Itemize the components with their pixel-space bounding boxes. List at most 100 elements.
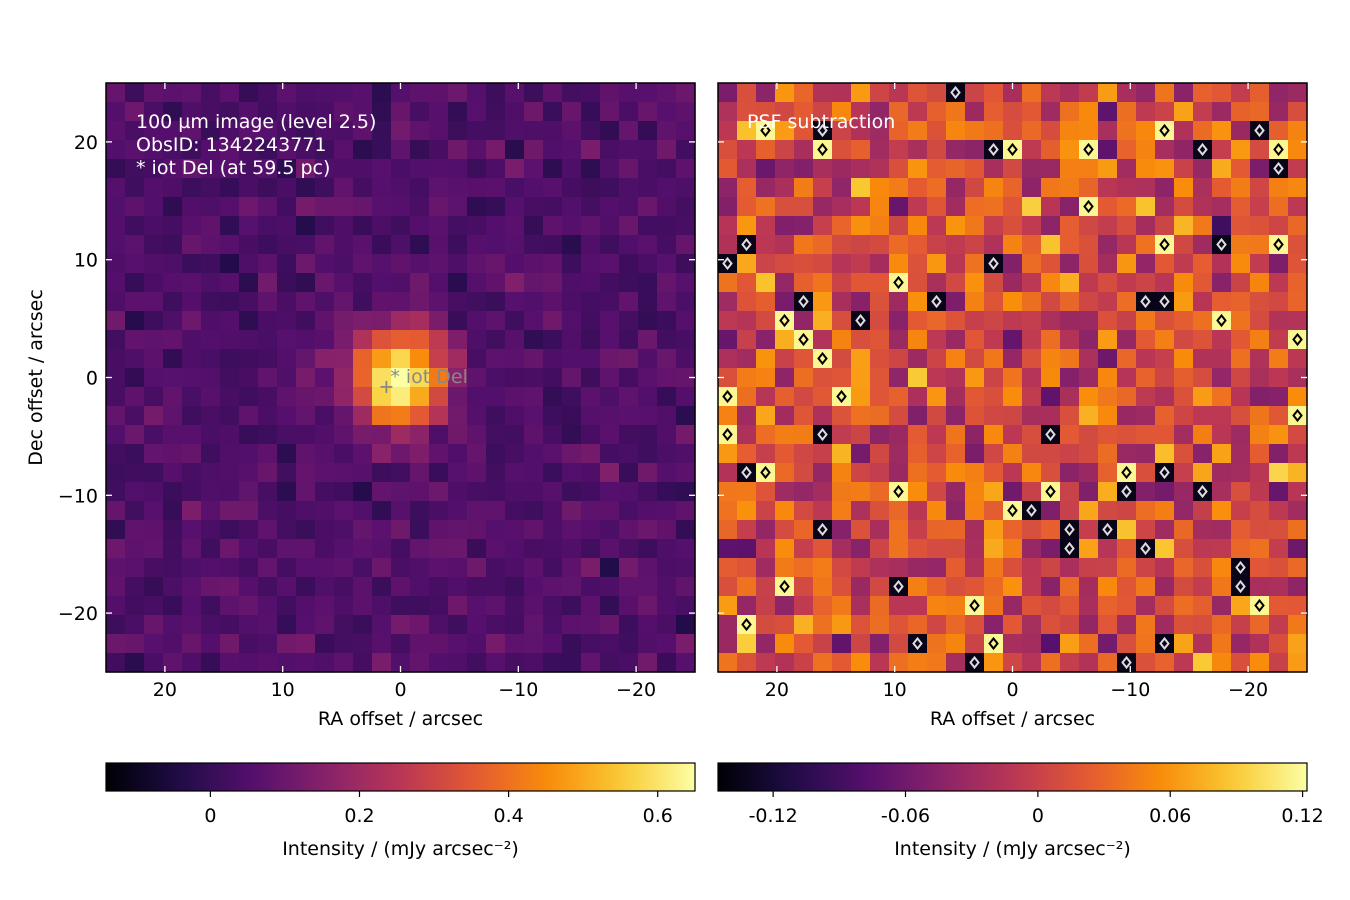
heatmap-cell (505, 330, 525, 350)
heatmap-cell (1098, 216, 1118, 236)
heatmap-cell (144, 425, 164, 445)
heatmap-cell (619, 501, 639, 521)
heatmap-cell (391, 406, 411, 426)
heatmap-cell (600, 368, 620, 388)
heatmap-cell (965, 634, 985, 654)
heatmap-cell (600, 577, 620, 597)
heatmap-cell (889, 159, 909, 179)
heatmap-cell (600, 102, 620, 122)
heatmap-cell (794, 501, 814, 521)
contour (1159, 294, 1170, 309)
heatmap-cell (106, 235, 126, 255)
heatmap-cell (1155, 121, 1175, 141)
heatmap-cell (676, 159, 696, 179)
heatmap-cell (889, 634, 909, 654)
heatmap-cell (486, 577, 506, 597)
heatmap-cell (1269, 558, 1289, 578)
heatmap-cell (201, 368, 221, 388)
heatmap-cell (676, 615, 696, 635)
heatmap-cell (315, 311, 335, 331)
heatmap-cell (1022, 311, 1042, 331)
heatmap-cell (524, 83, 544, 103)
left-panel: * iot Del 100 µm image (level 2.5) ObsID… (25, 82, 696, 730)
heatmap-cell (182, 482, 202, 502)
heatmap-cell (737, 406, 757, 426)
heatmap-cell (372, 634, 392, 654)
heatmap-cell (737, 444, 757, 464)
heatmap-cell (220, 216, 240, 236)
heatmap-cell (851, 463, 871, 483)
heatmap-cell (619, 197, 639, 217)
heatmap-cell (467, 254, 487, 274)
heatmap-cell (657, 235, 677, 255)
heatmap-cell (505, 159, 525, 179)
heatmap-cell (775, 558, 795, 578)
heatmap-cell (467, 520, 487, 540)
heatmap-cell (391, 634, 411, 654)
heatmap-cell (296, 406, 316, 426)
heatmap-cell (315, 140, 335, 160)
heatmap-cell (562, 368, 582, 388)
heatmap-cell (1117, 444, 1137, 464)
heatmap-cell (1117, 501, 1137, 521)
heatmap-cell (106, 330, 126, 350)
heatmap-cell (1136, 235, 1156, 255)
heatmap-cell (1136, 406, 1156, 426)
heatmap-cell (1155, 83, 1175, 103)
heatmap-cell (258, 596, 278, 616)
heatmap-cell (927, 387, 947, 407)
heatmap-cell (220, 387, 240, 407)
heatmap-cell (1231, 615, 1251, 635)
heatmap-cell (813, 501, 833, 521)
heatmap-cell (1155, 159, 1175, 179)
heatmap-cell (562, 292, 582, 312)
heatmap-cell (1231, 83, 1251, 103)
heatmap-cell (562, 254, 582, 274)
heatmap-cell (448, 311, 468, 331)
heatmap-cell (1022, 292, 1042, 312)
heatmap-cell (1193, 425, 1213, 445)
heatmap-cell (1193, 463, 1213, 483)
heatmap-cell (965, 539, 985, 559)
heatmap-cell (1174, 178, 1194, 198)
heatmap-cell (372, 406, 392, 426)
heatmap-cell (1041, 102, 1061, 122)
heatmap-cell (296, 444, 316, 464)
heatmap-cell (638, 273, 658, 293)
heatmap-cell (1098, 444, 1118, 464)
heatmap-cell (1136, 216, 1156, 236)
heatmap-cell (353, 653, 373, 673)
heatmap-cell (410, 159, 430, 179)
heatmap-cell (1003, 520, 1023, 540)
heatmap-cell (163, 406, 183, 426)
heatmap-cell (1174, 83, 1194, 103)
left-annotation-1: 100 µm image (level 2.5) (136, 111, 376, 133)
heatmap-cell (1041, 216, 1061, 236)
heatmap-cell (581, 501, 601, 521)
heatmap-cell (581, 387, 601, 407)
heatmap-cell (353, 178, 373, 198)
heatmap-cell (524, 387, 544, 407)
heatmap-cell (334, 121, 354, 141)
heatmap-cell (870, 539, 890, 559)
heatmap-cell (1079, 425, 1099, 445)
heatmap-cell (505, 311, 525, 331)
heatmap-cell (315, 501, 335, 521)
heatmap-cell (562, 634, 582, 654)
heatmap-cell (984, 368, 1004, 388)
heatmap-cell (889, 444, 909, 464)
heatmap-cell (657, 273, 677, 293)
heatmap-cell (581, 615, 601, 635)
heatmap-cell (467, 83, 487, 103)
heatmap-cell (372, 463, 392, 483)
heatmap-cell (946, 330, 966, 350)
heatmap-cell (775, 178, 795, 198)
heatmap-cell (718, 292, 738, 312)
heatmap-cell (756, 349, 776, 369)
heatmap-cell (258, 292, 278, 312)
heatmap-cell (718, 539, 738, 559)
heatmap-cell (201, 596, 221, 616)
heatmap-cell (889, 558, 909, 578)
heatmap-cell (467, 406, 487, 426)
heatmap-cell (1193, 273, 1213, 293)
